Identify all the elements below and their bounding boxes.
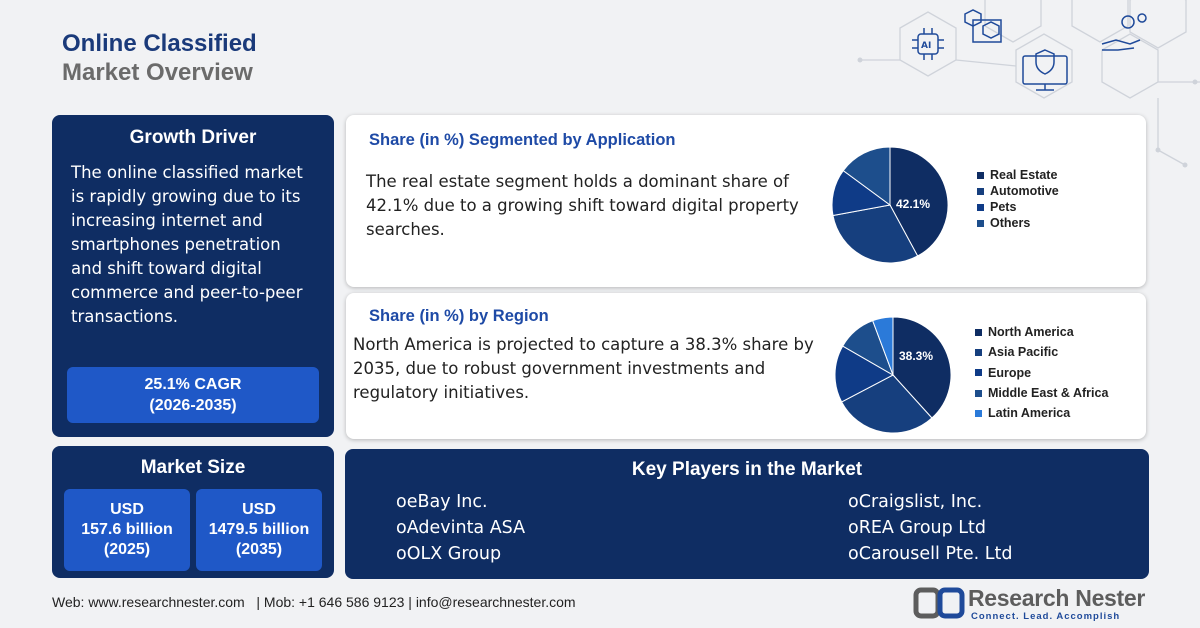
market-size-currency: USD [110, 501, 144, 518]
pie-slice-0 [889, 146, 949, 257]
legend-swatch [977, 171, 984, 179]
cagr-badge: 25.1% CAGR (2026-2035) [67, 367, 319, 423]
legend-swatch [977, 187, 984, 195]
key-player-item: oCarousell Pte. Ltd [848, 544, 1013, 564]
research-nester-logo: Research Nester Connect. Lead. Accomplis… [913, 585, 1153, 623]
key-player-item: oCraigslist, Inc. [848, 492, 983, 512]
application-pie-chart: 42.1% [831, 146, 949, 264]
key-players-right-column: oCraigslist, Inc. oREA Group Ltd oCarous… [848, 490, 1012, 568]
logo-name: Research Nester [968, 585, 1146, 611]
logo-mark-icon [913, 587, 965, 619]
key-player-item: oREA Group Ltd [848, 518, 987, 538]
pie-data-label: 38.3% [899, 349, 933, 363]
legend-item: North America [975, 322, 1108, 342]
region-pie-chart: 38.3% [834, 316, 952, 434]
key-players-left-column: oeBay Inc. oAdevinta ASA oOLX Group [396, 490, 525, 568]
market-size-2035-box: USD 1479.5 billion (2035) [196, 489, 322, 571]
hand-gear-icon [1101, 13, 1147, 51]
legend-swatch [975, 369, 982, 377]
market-size-heading: Market Size [140, 457, 246, 478]
key-player-item: oOLX Group [396, 544, 502, 564]
legend-item: Real Estate [977, 167, 1059, 183]
title-line-1: Online Classified [62, 30, 257, 57]
key-players-panel: Key Players in the Market oeBay Inc. oAd… [345, 449, 1149, 579]
logo-tagline: Connect. Lead. Accomplish [971, 611, 1121, 622]
legend-swatch [975, 348, 982, 356]
legend-item: Middle East & Africa [975, 383, 1108, 403]
legend-swatch [977, 203, 984, 211]
application-share-text: The real estate segment holds a dominant… [366, 172, 799, 239]
key-player-item: oeBay Inc. [396, 492, 488, 512]
ai-chip-icon [912, 28, 944, 60]
legend-item: Automotive [977, 183, 1059, 199]
market-size-value: 1479.5 billion [208, 521, 310, 538]
market-size-year: (2025) [103, 541, 151, 558]
key-players-heading: Key Players in the Market [631, 459, 863, 480]
market-size-value: 157.6 billion [81, 521, 173, 538]
legend-item: Others [977, 215, 1059, 231]
hexagon-network-decoration: AI [857, 0, 1200, 168]
key-player-item: oAdevinta ASA [396, 518, 526, 538]
market-size-panel: Market Size USD 157.6 billion (2025) USD… [52, 446, 334, 578]
legend-item: Asia Pacific [975, 342, 1108, 362]
pie-slice-4 [872, 316, 894, 376]
legend-item: Europe [975, 363, 1108, 383]
svg-text:AI: AI [921, 41, 931, 51]
region-legend: North America Asia Pacific Europe Middle… [975, 322, 1108, 423]
pie-slice-1 [840, 374, 933, 434]
growth-driver-panel: Growth Driver The online classified mark… [52, 115, 334, 437]
region-share-heading: Share (in %) by Region [369, 307, 549, 325]
legend-item: Pets [977, 199, 1059, 215]
cagr-value: 25.1% CAGR [144, 376, 242, 393]
footer-contact: Web: www.researchnester.com | Mob: +1 64… [52, 594, 576, 610]
legend-item: Latin America [975, 403, 1108, 423]
page-title: Online Classified Market Overview [62, 30, 257, 88]
cubes-icon [964, 9, 1002, 43]
title-line-2: Market Overview [62, 59, 253, 86]
application-legend: Real Estate Automotive Pets Others [977, 167, 1059, 231]
region-share-card: Share (in %) by Region North America is … [346, 293, 1146, 439]
cagr-period: (2026-2035) [149, 397, 237, 414]
market-size-year: (2035) [235, 541, 283, 558]
application-share-heading: Share (in %) Segmented by Application [369, 131, 676, 149]
market-size-2025-box: USD 157.6 billion (2025) [64, 489, 190, 571]
growth-driver-text: The online classified market is rapidly … [71, 163, 303, 326]
legend-swatch [975, 328, 982, 336]
pie-data-label: 42.1% [896, 197, 930, 211]
growth-driver-heading: Growth Driver [129, 127, 257, 148]
pie-slice-2 [834, 345, 895, 403]
legend-swatch [975, 389, 982, 397]
shield-monitor-icon [1022, 49, 1068, 91]
region-share-text: North America is projected to capture a … [353, 335, 814, 402]
pie-slice-1 [832, 204, 919, 264]
application-share-card: Share (in %) Segmented by Application Th… [346, 115, 1146, 287]
pie-slice-0 [892, 316, 952, 419]
pie-slice-3 [842, 146, 891, 206]
legend-swatch [977, 219, 984, 227]
legend-swatch [975, 409, 982, 417]
market-size-currency: USD [242, 501, 276, 518]
